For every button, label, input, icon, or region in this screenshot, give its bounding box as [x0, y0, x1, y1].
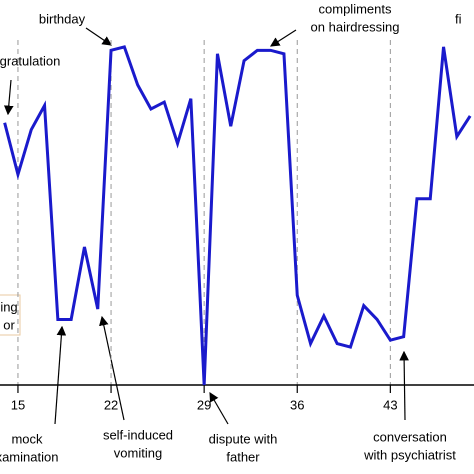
data-line: [3, 45, 472, 386]
x-tick-label: 29: [197, 397, 211, 412]
annotation: gratulation: [0, 53, 60, 68]
annotation: compliments: [319, 1, 392, 16]
annotation: vomiting: [114, 445, 162, 460]
annotation: self-induced: [103, 427, 173, 442]
arrow: [3, 79, 14, 116]
arrow: [54, 325, 67, 425]
annotation: with psychiatrist: [363, 447, 456, 462]
arrow: [99, 315, 125, 421]
arrow: [269, 29, 297, 47]
arrow: [209, 391, 229, 425]
annotation: dispute with: [209, 431, 278, 446]
x-tick-label: 36: [290, 397, 304, 412]
arrow: [399, 350, 409, 421]
annotation: on hairdressing: [311, 19, 400, 34]
annotation: or: [3, 317, 15, 332]
annotation-box: [0, 294, 21, 336]
x-tick-label: 15: [11, 397, 25, 412]
annotation: conversation: [373, 429, 447, 444]
annotation: father: [226, 449, 260, 464]
x-tick-label: 22: [104, 397, 118, 412]
annotation: birthday: [39, 11, 86, 26]
annotation: ing: [0, 299, 17, 314]
annotation: xamination: [0, 449, 58, 464]
annotation: fi: [455, 11, 462, 26]
arrow: [85, 27, 112, 46]
annotation: mock: [11, 431, 43, 446]
annotation-arrows: [0, 27, 409, 425]
x-tick-label: 43: [383, 397, 397, 412]
